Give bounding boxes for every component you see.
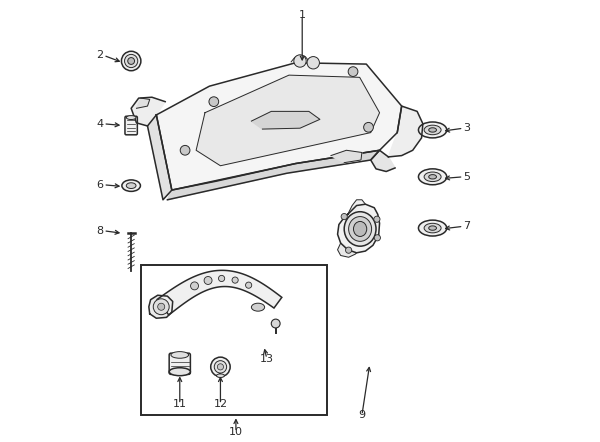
Text: 11: 11 xyxy=(173,400,187,409)
Polygon shape xyxy=(371,150,395,171)
Ellipse shape xyxy=(126,116,136,119)
Circle shape xyxy=(217,364,224,370)
Polygon shape xyxy=(196,75,380,166)
FancyBboxPatch shape xyxy=(169,353,190,374)
Ellipse shape xyxy=(353,221,367,236)
Circle shape xyxy=(245,282,252,288)
Polygon shape xyxy=(388,106,423,157)
Circle shape xyxy=(125,54,138,68)
Polygon shape xyxy=(251,111,320,129)
FancyBboxPatch shape xyxy=(125,116,137,135)
Circle shape xyxy=(374,216,380,222)
Circle shape xyxy=(211,357,230,377)
Circle shape xyxy=(209,97,218,107)
Ellipse shape xyxy=(424,125,441,135)
Circle shape xyxy=(191,282,199,290)
Circle shape xyxy=(364,122,373,132)
Circle shape xyxy=(341,213,347,220)
Text: 4: 4 xyxy=(96,119,103,129)
Circle shape xyxy=(307,57,319,69)
Ellipse shape xyxy=(349,217,371,241)
Circle shape xyxy=(271,319,280,328)
Text: 3: 3 xyxy=(464,123,470,133)
Polygon shape xyxy=(148,115,172,200)
Circle shape xyxy=(121,51,141,71)
Ellipse shape xyxy=(429,175,436,179)
Polygon shape xyxy=(338,243,356,257)
Polygon shape xyxy=(338,204,380,253)
Ellipse shape xyxy=(122,180,140,191)
Polygon shape xyxy=(348,200,365,214)
Ellipse shape xyxy=(217,374,224,377)
Text: 7: 7 xyxy=(464,221,470,231)
Polygon shape xyxy=(149,295,173,318)
Ellipse shape xyxy=(424,172,441,182)
Circle shape xyxy=(180,145,190,155)
Text: 6: 6 xyxy=(97,180,103,190)
Text: 10: 10 xyxy=(229,427,243,437)
Polygon shape xyxy=(331,150,362,163)
Text: 12: 12 xyxy=(214,400,227,409)
Ellipse shape xyxy=(171,352,188,358)
Circle shape xyxy=(153,299,169,315)
Polygon shape xyxy=(157,271,282,315)
Circle shape xyxy=(232,277,238,283)
Ellipse shape xyxy=(344,212,376,246)
Polygon shape xyxy=(157,63,401,190)
Circle shape xyxy=(218,275,224,282)
Ellipse shape xyxy=(424,223,441,233)
Circle shape xyxy=(374,235,380,241)
Ellipse shape xyxy=(429,226,436,230)
Ellipse shape xyxy=(126,183,136,188)
Circle shape xyxy=(214,361,227,373)
Circle shape xyxy=(128,57,134,65)
Polygon shape xyxy=(136,98,150,108)
Circle shape xyxy=(204,277,212,285)
Ellipse shape xyxy=(251,303,265,311)
Text: 13: 13 xyxy=(260,354,274,364)
Ellipse shape xyxy=(418,220,447,236)
Circle shape xyxy=(158,303,165,310)
Circle shape xyxy=(346,247,352,253)
Ellipse shape xyxy=(418,169,447,185)
Circle shape xyxy=(348,67,358,76)
Text: 8: 8 xyxy=(96,226,103,236)
Ellipse shape xyxy=(418,122,447,138)
Text: 9: 9 xyxy=(358,411,365,420)
Ellipse shape xyxy=(429,128,436,132)
Circle shape xyxy=(294,55,306,67)
Ellipse shape xyxy=(169,368,190,376)
Polygon shape xyxy=(167,150,380,200)
Text: 1: 1 xyxy=(299,11,306,20)
Bar xyxy=(141,265,326,415)
Polygon shape xyxy=(131,97,165,126)
Text: 5: 5 xyxy=(464,172,470,182)
Text: 2: 2 xyxy=(96,50,103,60)
